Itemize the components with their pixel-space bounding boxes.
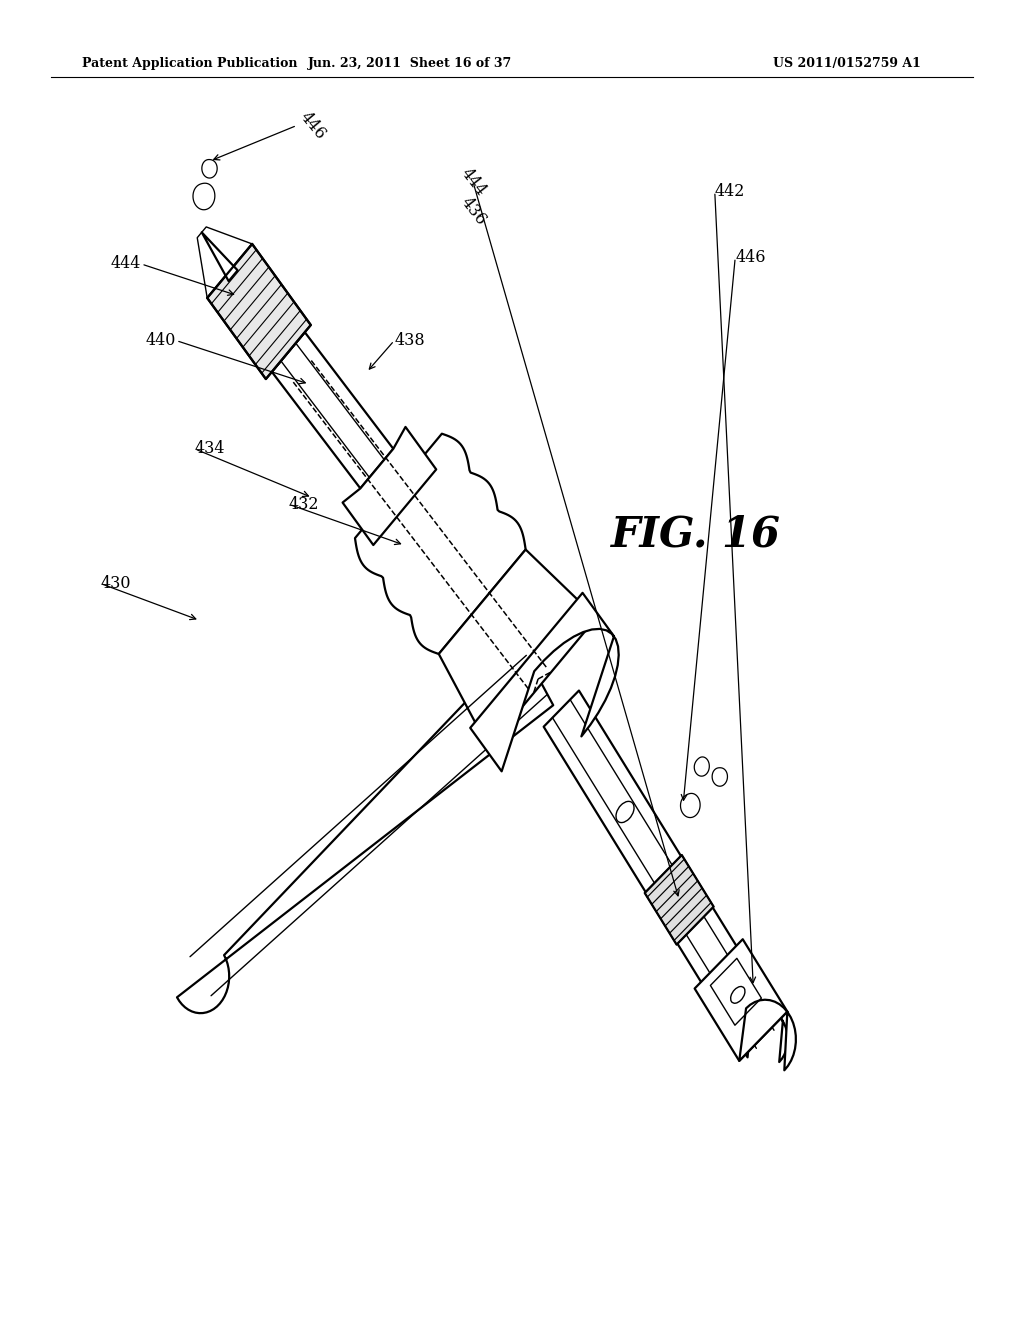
Text: 430: 430 [100, 576, 131, 591]
Text: 434: 434 [195, 441, 225, 457]
Polygon shape [271, 333, 393, 488]
Polygon shape [198, 227, 252, 298]
Text: 438: 438 [394, 333, 425, 348]
Polygon shape [470, 593, 618, 771]
Text: 446: 446 [297, 108, 330, 143]
Polygon shape [694, 940, 787, 1061]
Polygon shape [193, 183, 215, 210]
Polygon shape [343, 426, 436, 545]
Text: 444: 444 [111, 256, 141, 272]
Polygon shape [177, 644, 553, 1014]
Text: US 2011/0152759 A1: US 2011/0152759 A1 [773, 57, 921, 70]
Polygon shape [544, 690, 787, 1063]
Text: Patent Application Publication: Patent Application Publication [82, 57, 297, 70]
Polygon shape [207, 244, 311, 379]
Polygon shape [681, 793, 700, 817]
Text: 442: 442 [715, 183, 745, 199]
Polygon shape [645, 855, 714, 945]
Polygon shape [712, 768, 727, 787]
Text: 436: 436 [457, 194, 489, 228]
Polygon shape [739, 999, 796, 1071]
Text: 432: 432 [289, 496, 319, 512]
Text: FIG. 16: FIG. 16 [611, 513, 781, 556]
Ellipse shape [731, 986, 745, 1003]
Polygon shape [694, 756, 710, 776]
Polygon shape [202, 232, 238, 281]
Text: 444: 444 [457, 165, 489, 199]
Polygon shape [202, 160, 217, 178]
Text: 446: 446 [735, 249, 766, 265]
Ellipse shape [616, 801, 634, 822]
Polygon shape [355, 434, 525, 653]
Text: 440: 440 [145, 333, 176, 348]
Polygon shape [439, 549, 596, 747]
Text: Jun. 23, 2011  Sheet 16 of 37: Jun. 23, 2011 Sheet 16 of 37 [307, 57, 512, 70]
